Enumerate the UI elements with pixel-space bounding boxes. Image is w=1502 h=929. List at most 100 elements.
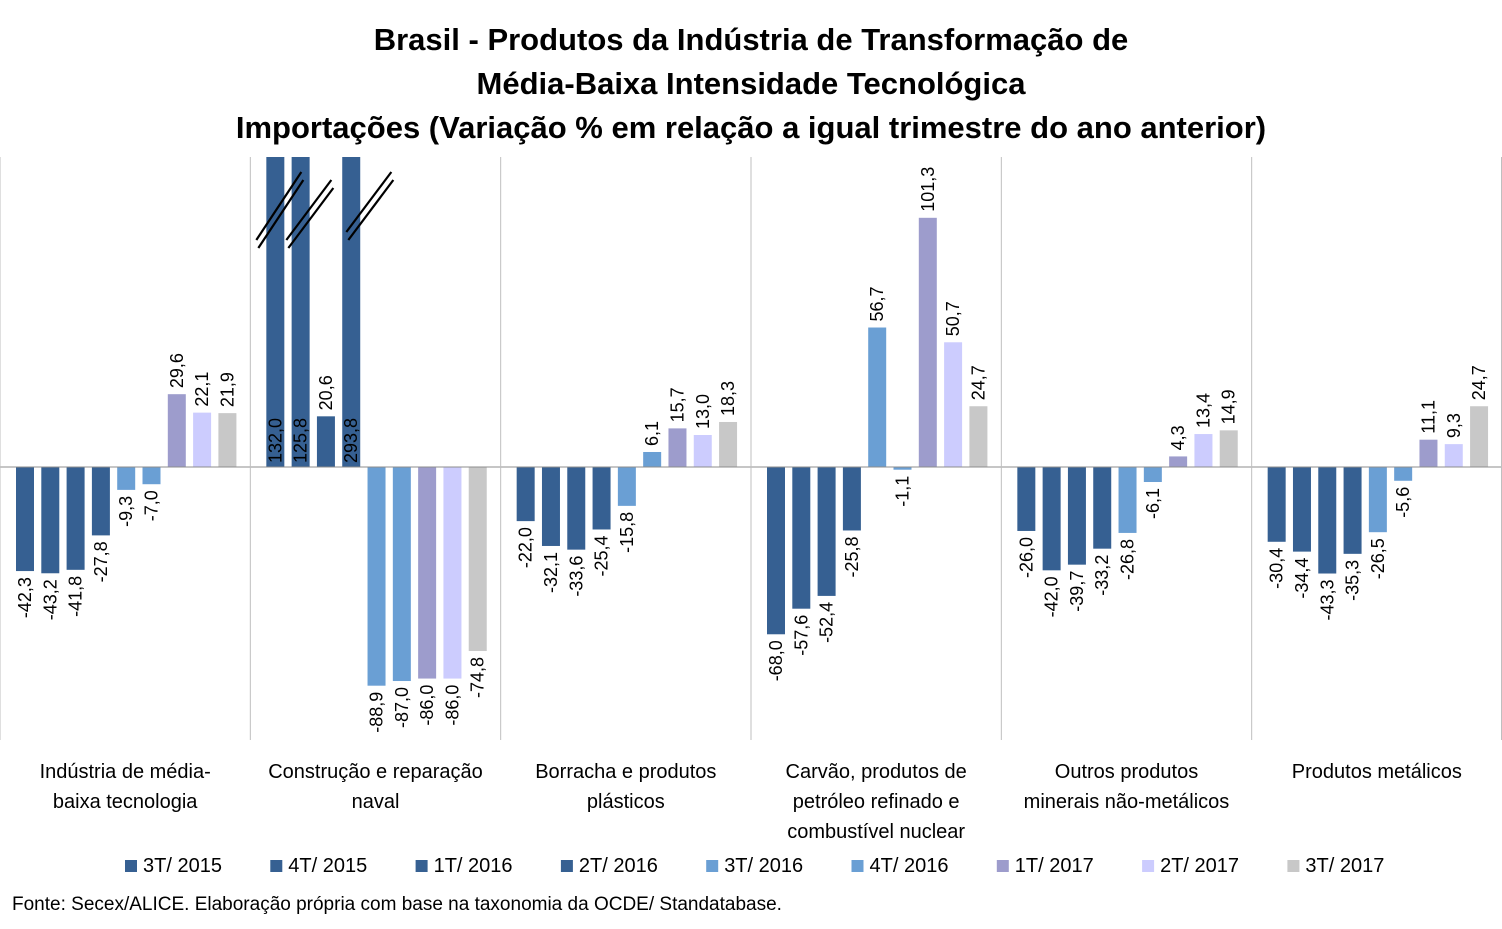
bar (792, 467, 811, 609)
bar (1194, 434, 1213, 467)
data-label: -5,6 (1393, 487, 1413, 518)
category-label: minerais não-metálicos (1024, 791, 1230, 813)
data-label: -39,7 (1067, 571, 1087, 612)
bar (193, 412, 212, 467)
axis-break-mark (255, 171, 303, 241)
bar (41, 467, 60, 574)
legend-swatch (270, 860, 283, 872)
legend-label: 4T/ 2016 (870, 855, 949, 877)
bar (16, 467, 34, 572)
bar (693, 435, 712, 467)
data-label: -25,4 (592, 535, 612, 576)
bar (719, 421, 738, 467)
axis-break-mark (285, 179, 333, 241)
category-label: plásticos (587, 791, 665, 813)
data-label: -52,4 (817, 602, 837, 643)
category-label: Borracha e produtos (535, 761, 716, 783)
bar (643, 451, 662, 467)
data-label: 15,7 (667, 387, 687, 422)
data-label: 20,6 (316, 375, 336, 410)
data-label: 24,7 (968, 365, 988, 400)
legend-swatch (851, 860, 864, 872)
bar (944, 342, 963, 467)
category-label: naval (352, 791, 400, 813)
data-label: -43,3 (1317, 580, 1337, 621)
bar (1169, 456, 1188, 467)
axis-break-mark (287, 187, 335, 249)
category-label: baixa tecnologia (53, 791, 198, 813)
bar (1093, 467, 1112, 549)
data-label: 11,1 (1418, 400, 1438, 434)
bar (668, 428, 687, 467)
category-label: combustível nuclear (787, 821, 965, 843)
bar (516, 467, 535, 522)
category-label: Carvão, produtos de (786, 761, 967, 783)
bar (342, 157, 361, 467)
legend-swatch (1142, 860, 1155, 872)
data-label: -6,1 (1143, 488, 1163, 519)
bar (66, 467, 85, 570)
bar (1419, 439, 1438, 467)
bar (443, 467, 462, 679)
bar (842, 467, 861, 531)
category-label: Construção e reparação (268, 761, 483, 783)
legend-swatch (706, 860, 719, 872)
bar (541, 467, 560, 546)
data-label: -7,0 (142, 490, 162, 521)
bar (367, 467, 386, 686)
bar (817, 467, 836, 596)
bar (1343, 467, 1362, 554)
legend-label: 1T/ 2017 (1015, 855, 1094, 877)
data-label: -35,3 (1343, 560, 1363, 601)
data-label: -22,0 (516, 527, 536, 568)
legend-label: 3T/ 2015 (143, 855, 222, 877)
bar (468, 467, 487, 652)
legend-label: 3T/ 2016 (724, 855, 803, 877)
bar (1470, 406, 1489, 467)
legend-swatch (415, 860, 428, 872)
category-label: Indústria de média- (40, 761, 211, 783)
data-label: -33,2 (1092, 555, 1112, 596)
bar (291, 157, 310, 467)
legend-label: 4T/ 2015 (288, 855, 367, 877)
data-label: -26,8 (1118, 539, 1138, 580)
axis-break-mark (347, 179, 395, 241)
legend-swatch (560, 860, 573, 872)
bar (117, 467, 136, 490)
data-label: 13,0 (693, 394, 713, 429)
data-label: -88,9 (367, 692, 387, 733)
data-label: -68,0 (766, 640, 786, 681)
bar (1017, 467, 1036, 531)
bar (418, 467, 437, 679)
bar (1394, 467, 1413, 481)
legend-swatch (125, 860, 137, 872)
bar (617, 467, 636, 506)
data-label: 9,3 (1444, 413, 1464, 438)
chart-title-line-2: Média-Baixa Intensidade Tecnológica (476, 66, 1026, 101)
legend-label: 2T/ 2017 (1160, 855, 1239, 877)
data-label: -1,1 (893, 476, 913, 507)
data-label: 13,4 (1193, 393, 1213, 428)
bar (592, 467, 611, 530)
data-label: -30,4 (1267, 548, 1287, 589)
chart-title-line-1: Brasil - Produtos da Indústria de Transf… (373, 22, 1129, 57)
data-label: 101,3 (918, 167, 938, 212)
data-label: 6,1 (642, 421, 662, 446)
data-label: 125,8 (291, 418, 311, 463)
data-label: 132,0 (265, 418, 285, 463)
data-label: 14,9 (1219, 389, 1239, 424)
bar (1368, 467, 1387, 533)
data-label: -86,0 (417, 685, 437, 726)
bar (1318, 467, 1337, 574)
data-label: -41,8 (66, 576, 86, 617)
data-label: -33,6 (566, 556, 586, 597)
bar (868, 327, 887, 467)
data-label: 24,7 (1469, 365, 1489, 400)
bar (1292, 467, 1311, 552)
category-label: Produtos metálicos (1292, 761, 1462, 783)
bar (142, 467, 161, 485)
legend-swatch (1287, 860, 1300, 872)
bar (1267, 467, 1286, 542)
data-label: 21,9 (217, 372, 237, 407)
